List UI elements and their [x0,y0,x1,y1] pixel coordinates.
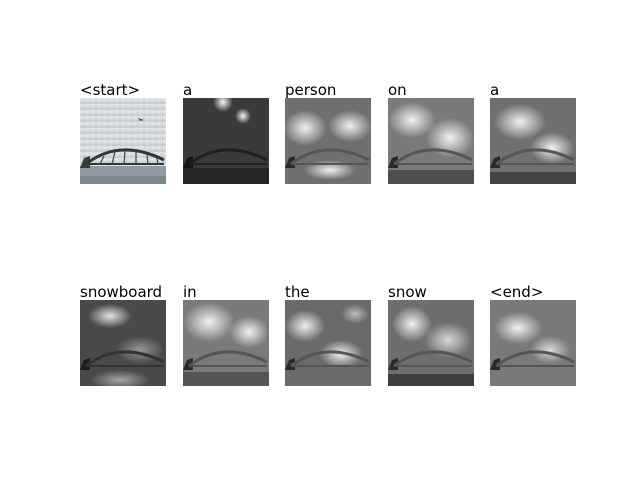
attention-map [388,300,474,386]
panel-7: in [183,285,269,386]
caption-word: the [285,283,310,301]
caption-word: on [388,81,407,99]
panel-2: a [183,83,269,184]
attention-map [490,300,576,386]
caption-word: <end> [490,283,544,301]
panel-8: the [285,285,371,386]
panel-10: <end> [490,285,576,386]
panel-5: a [490,83,576,184]
panel-1: <start> [80,83,166,184]
attention-map [80,300,166,386]
panel-3: person [285,83,371,184]
attention-map [183,98,269,184]
caption-word: <start> [80,81,141,99]
caption-word: in [183,283,197,301]
attention-map [388,98,474,184]
attention-map [285,98,371,184]
panel-6: snowboard [80,285,166,386]
attention-map [183,300,269,386]
caption-word: snowboard [80,283,163,301]
caption-word: person [285,81,337,99]
panel-9: snow [388,285,474,386]
attention-map [285,300,371,386]
panel-4: on [388,83,474,184]
caption-word: snow [388,283,427,301]
original-image [80,98,166,184]
caption-word: a [490,81,500,99]
caption-word: a [183,81,193,99]
attention-map [490,98,576,184]
